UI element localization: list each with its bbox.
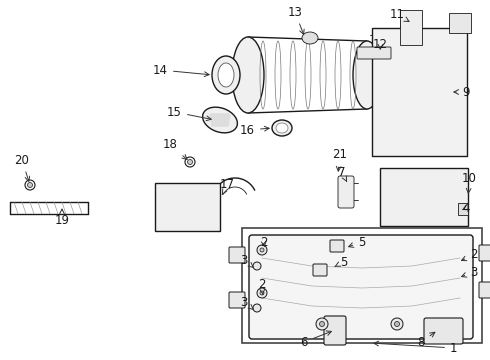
Text: 11: 11 (390, 9, 409, 22)
Circle shape (394, 321, 399, 327)
Text: 21: 21 (332, 148, 347, 171)
FancyBboxPatch shape (479, 282, 490, 298)
Circle shape (257, 245, 267, 255)
Ellipse shape (272, 120, 292, 136)
FancyBboxPatch shape (479, 245, 490, 261)
Text: 4: 4 (462, 202, 469, 215)
Circle shape (253, 304, 261, 312)
FancyBboxPatch shape (424, 318, 463, 344)
Bar (155, 183, 220, 231)
Bar (400, 10, 422, 45)
Ellipse shape (218, 63, 234, 87)
FancyBboxPatch shape (313, 264, 327, 276)
FancyBboxPatch shape (357, 47, 391, 59)
Text: 2: 2 (462, 248, 477, 261)
Text: 16: 16 (240, 123, 269, 136)
Text: 14: 14 (153, 63, 209, 77)
Text: 7: 7 (338, 166, 347, 181)
Text: 10: 10 (462, 171, 477, 193)
Ellipse shape (353, 41, 381, 109)
Text: 2: 2 (260, 235, 268, 248)
Circle shape (25, 180, 35, 190)
FancyBboxPatch shape (324, 316, 346, 345)
Circle shape (260, 248, 264, 252)
Circle shape (260, 291, 264, 295)
FancyBboxPatch shape (338, 176, 354, 208)
Polygon shape (210, 114, 230, 126)
Ellipse shape (276, 123, 288, 133)
Circle shape (253, 262, 261, 270)
Bar (372, 28, 467, 156)
Circle shape (185, 157, 195, 167)
Text: 19: 19 (54, 209, 70, 226)
Text: 18: 18 (163, 139, 187, 159)
Text: 3: 3 (241, 296, 253, 309)
Text: 2: 2 (258, 279, 266, 294)
Ellipse shape (232, 37, 264, 113)
Text: 1: 1 (374, 341, 458, 355)
Text: 17: 17 (220, 179, 235, 194)
Bar (449, 13, 471, 33)
Text: 6: 6 (300, 331, 331, 348)
Bar (458, 203, 468, 215)
FancyBboxPatch shape (229, 292, 245, 308)
Text: 5: 5 (348, 235, 366, 248)
FancyBboxPatch shape (249, 235, 473, 339)
Circle shape (188, 159, 193, 165)
Text: 5: 5 (335, 256, 347, 269)
Text: 3: 3 (462, 266, 477, 279)
Circle shape (257, 288, 267, 298)
Text: 13: 13 (288, 5, 304, 35)
Text: 12: 12 (373, 37, 388, 50)
Ellipse shape (302, 32, 318, 44)
Ellipse shape (212, 56, 240, 94)
Text: 3: 3 (241, 253, 253, 267)
Circle shape (316, 318, 328, 330)
Text: 8: 8 (417, 332, 435, 348)
Circle shape (27, 183, 32, 188)
Ellipse shape (202, 107, 238, 133)
Circle shape (319, 321, 324, 327)
Text: 20: 20 (15, 153, 29, 181)
Circle shape (391, 318, 403, 330)
Text: 15: 15 (167, 105, 211, 121)
Bar (380, 168, 468, 226)
Text: 9: 9 (454, 85, 469, 99)
FancyBboxPatch shape (330, 240, 344, 252)
FancyBboxPatch shape (229, 247, 245, 263)
Bar (242, 228, 482, 343)
